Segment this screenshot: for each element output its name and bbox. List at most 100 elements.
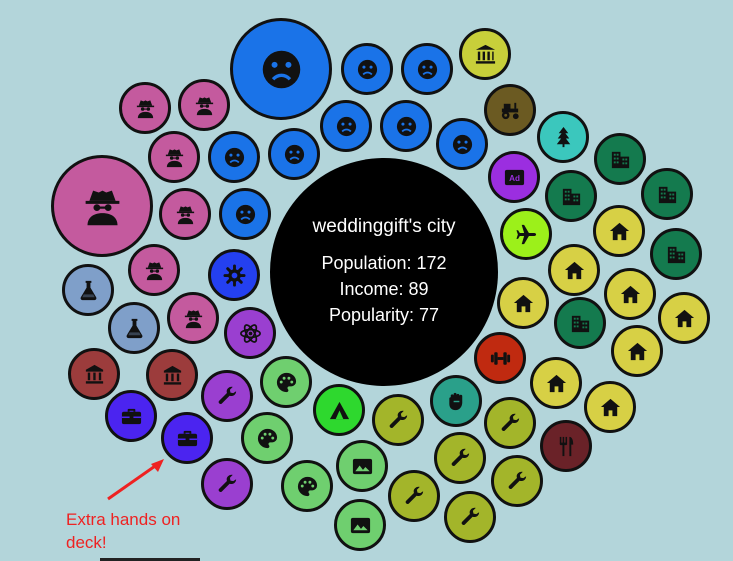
city-bubble-house[interactable] [584, 381, 636, 433]
city-bubble-sad-face[interactable] [401, 43, 453, 95]
city-bubble-tractor[interactable] [484, 84, 536, 136]
city-bubble-sad-face[interactable] [341, 43, 393, 95]
city-bubble-house[interactable] [593, 205, 645, 257]
city-bubble-office-building[interactable] [554, 297, 606, 349]
city-bubble-sad-face[interactable] [230, 18, 332, 120]
briefcase-icon [177, 430, 197, 446]
city-bubble-restaurant[interactable] [540, 420, 592, 472]
spy-icon [85, 190, 119, 225]
lab-flask-icon [126, 318, 142, 338]
city-bubble-wrench[interactable] [201, 458, 253, 510]
city-bubble-house[interactable] [658, 292, 710, 344]
wrench-icon [451, 448, 469, 466]
city-bubble-sad-face[interactable] [219, 188, 271, 240]
city-bubble-spy[interactable] [119, 82, 171, 134]
city-bubble-wrench[interactable] [201, 370, 253, 422]
city-bubble-wrench[interactable] [372, 394, 424, 446]
city-bubble-palette[interactable] [260, 356, 312, 408]
city-bubble-office-building[interactable] [545, 170, 597, 222]
city-bubble-gym[interactable] [474, 332, 526, 384]
city-bubble-wrench[interactable] [388, 470, 440, 522]
svg-text:Ad: Ad [509, 173, 520, 182]
wrench-icon [508, 471, 526, 489]
sad-face-icon [235, 204, 255, 224]
city-bubble-house[interactable] [530, 357, 582, 409]
income-stat: Income: 89 [339, 279, 429, 299]
government-building-icon [475, 44, 495, 64]
city-bubble-fist[interactable] [430, 375, 482, 427]
gym-icon [490, 351, 510, 365]
city-bubble-wrench[interactable] [434, 432, 486, 484]
city-bubble-spy[interactable] [128, 244, 180, 296]
airplane-icon [515, 224, 536, 244]
house-icon [627, 342, 647, 360]
city-bubble-factory-gear[interactable] [208, 249, 260, 301]
city-bubble-atom[interactable] [224, 307, 276, 359]
city-bubble-briefcase[interactable] [161, 412, 213, 464]
city-bubble-wrench[interactable] [491, 455, 543, 507]
city-bubble-house[interactable] [604, 268, 656, 320]
lab-flask-icon [80, 280, 96, 300]
city-bubble-lab-flask[interactable] [108, 302, 160, 354]
briefcase-icon [121, 408, 141, 424]
city-bubble-lab-flask[interactable] [62, 264, 114, 316]
house-icon [600, 398, 620, 416]
city-bubble-bank[interactable] [68, 348, 120, 400]
spy-icon [184, 309, 202, 328]
city-bubble-briefcase[interactable] [105, 390, 157, 442]
city-bubble-sad-face[interactable] [380, 100, 432, 152]
sad-face-icon [224, 147, 244, 167]
sad-face-icon [417, 59, 437, 79]
city-bubble-wrench[interactable] [484, 397, 536, 449]
advertising-icon: Ad [504, 169, 524, 185]
city-bubble-sad-face[interactable] [320, 100, 372, 152]
office-building-icon [611, 151, 629, 168]
annotation-text: Extra hands on deck! [66, 510, 181, 552]
house-icon [564, 261, 584, 279]
city-bubble-spy[interactable] [159, 188, 211, 240]
city-bubble-sad-face[interactable] [268, 128, 320, 180]
city-bubble-airplane[interactable] [500, 208, 552, 260]
city-bubble-pine-tree[interactable] [537, 111, 589, 163]
sad-face-icon [336, 116, 356, 136]
office-building-icon [667, 246, 685, 263]
annotation-arrow-icon [107, 459, 164, 501]
city-bubble-image[interactable] [336, 440, 388, 492]
office-building-icon [571, 315, 589, 332]
image-icon [350, 517, 370, 533]
city-bubble-spy[interactable] [178, 79, 230, 131]
city-bubble-spy[interactable] [148, 131, 200, 183]
city-bubble-government-building[interactable] [459, 28, 511, 80]
city-bubble-advertising[interactable]: Ad [488, 151, 540, 203]
house-icon [513, 294, 533, 312]
tractor-icon [501, 102, 519, 119]
city-bubble-office-building[interactable] [641, 168, 693, 220]
wrench-icon [389, 410, 407, 428]
city-bubble-house[interactable] [611, 325, 663, 377]
city-bubble-sad-face[interactable] [208, 131, 260, 183]
palette-icon [297, 476, 317, 496]
city-bubble-spy[interactable] [51, 155, 153, 257]
city-bubble-palette[interactable] [241, 412, 293, 464]
city-bubble-sad-face[interactable] [436, 118, 488, 170]
house-icon [546, 374, 566, 392]
office-building-icon [658, 186, 676, 203]
city-bubble-spy[interactable] [167, 292, 219, 344]
city-bubble-house[interactable] [497, 277, 549, 329]
city-bubble-office-building[interactable] [650, 228, 702, 280]
house-icon [620, 285, 640, 303]
city-bubble-house[interactable] [548, 244, 600, 296]
city-bubble-bank[interactable] [146, 349, 198, 401]
camp-tent-icon [329, 401, 349, 419]
sad-face-icon [396, 116, 416, 136]
city-bubble-palette[interactable] [281, 460, 333, 512]
palette-icon [276, 372, 296, 392]
city-bubble-wrench[interactable] [444, 491, 496, 543]
spy-icon [145, 261, 163, 280]
palette-icon [257, 428, 277, 448]
city-bubble-image[interactable] [334, 499, 386, 551]
city-bubble-office-building[interactable] [594, 133, 646, 185]
wrench-icon [461, 507, 479, 525]
city-bubble-camp-tent[interactable] [313, 384, 365, 436]
